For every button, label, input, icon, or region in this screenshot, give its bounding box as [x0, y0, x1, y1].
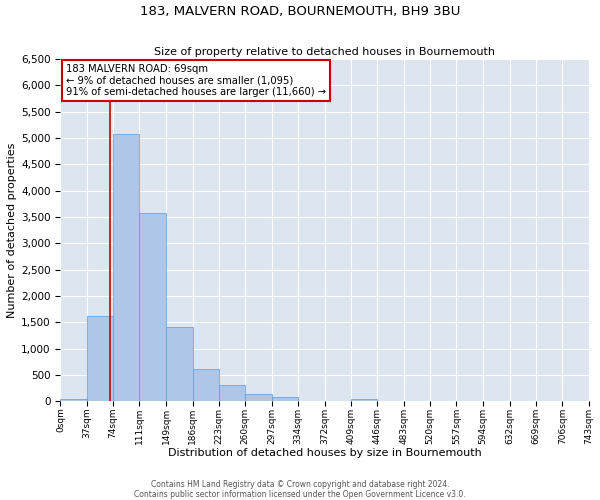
Text: 183, MALVERN ROAD, BOURNEMOUTH, BH9 3BU: 183, MALVERN ROAD, BOURNEMOUTH, BH9 3BU — [140, 5, 460, 18]
Bar — [87, 316, 113, 402]
Bar — [139, 213, 166, 402]
Bar — [272, 398, 298, 402]
Text: Contains HM Land Registry data © Crown copyright and database right 2024.
Contai: Contains HM Land Registry data © Crown c… — [134, 480, 466, 499]
X-axis label: Distribution of detached houses by size in Bournemouth: Distribution of detached houses by size … — [167, 448, 481, 458]
Bar — [193, 369, 219, 402]
Bar — [245, 394, 272, 402]
Title: Size of property relative to detached houses in Bournemouth: Size of property relative to detached ho… — [154, 47, 495, 57]
Bar — [61, 398, 87, 402]
Bar — [219, 386, 245, 402]
Bar — [351, 398, 377, 402]
Text: 183 MALVERN ROAD: 69sqm
← 9% of detached houses are smaller (1,095)
91% of semi-: 183 MALVERN ROAD: 69sqm ← 9% of detached… — [66, 64, 326, 98]
Bar — [166, 326, 193, 402]
Bar — [113, 134, 139, 402]
Y-axis label: Number of detached properties: Number of detached properties — [7, 142, 17, 318]
